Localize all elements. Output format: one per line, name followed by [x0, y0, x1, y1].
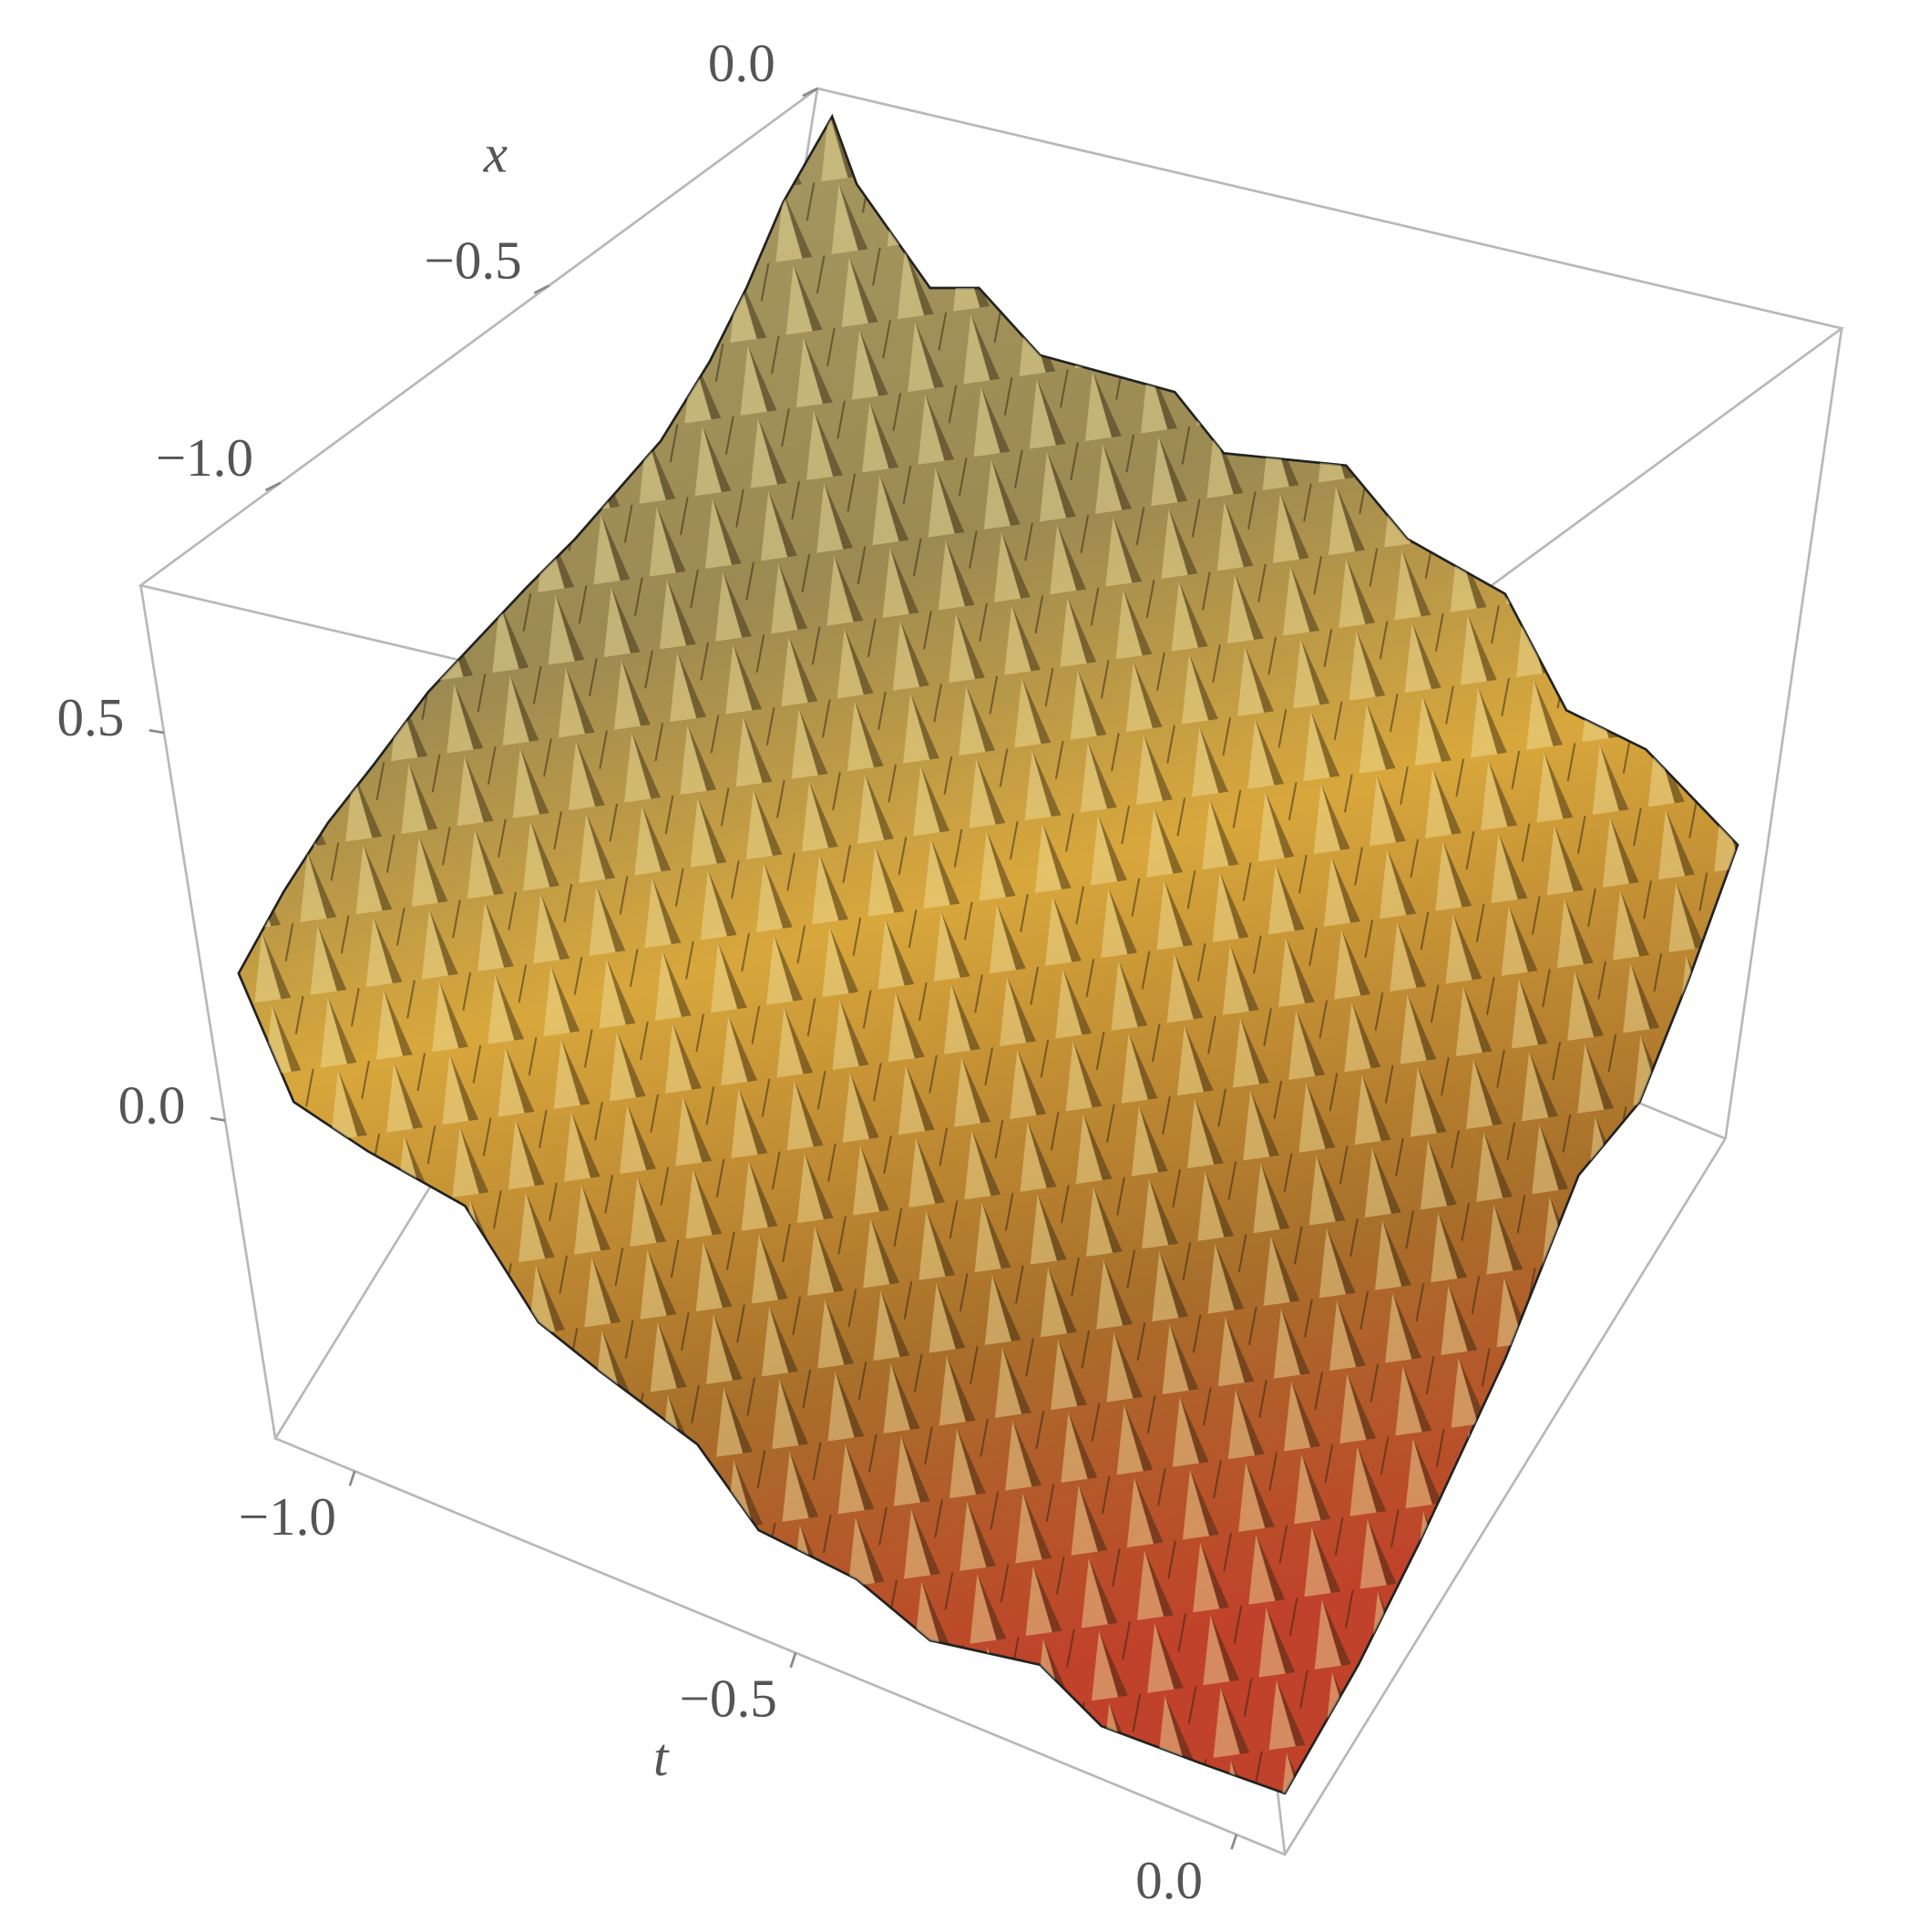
tick-mark [802, 87, 818, 98]
tick-mark [1230, 1834, 1238, 1850]
x-axis-label: x [483, 124, 508, 184]
t-axis-label: t [653, 1727, 670, 1787]
z-tick-label: 0.5 [56, 687, 124, 747]
t-tick-label: −1.0 [239, 1486, 336, 1547]
t-tick-label: −0.5 [680, 1669, 777, 1729]
surface [237, 113, 1740, 1795]
z-tick-label: 0.0 [118, 1074, 186, 1135]
tick-mark [210, 1116, 226, 1122]
x-tick-label: −0.5 [425, 231, 522, 291]
x-tick-label: 0.0 [708, 33, 775, 93]
axes: 0.0 −0.5 −1.0 x −1.0 −0.5 0.0 t 0.5 0.0 [56, 33, 1238, 1910]
tick-mark [348, 1470, 356, 1486]
t-tick-label: 0.0 [1135, 1850, 1203, 1910]
tick-mark [789, 1652, 797, 1669]
tick-mark [149, 729, 165, 735]
tick-mark [264, 481, 282, 492]
tick-mark [533, 284, 549, 294]
x-tick-label: −1.0 [156, 427, 253, 488]
